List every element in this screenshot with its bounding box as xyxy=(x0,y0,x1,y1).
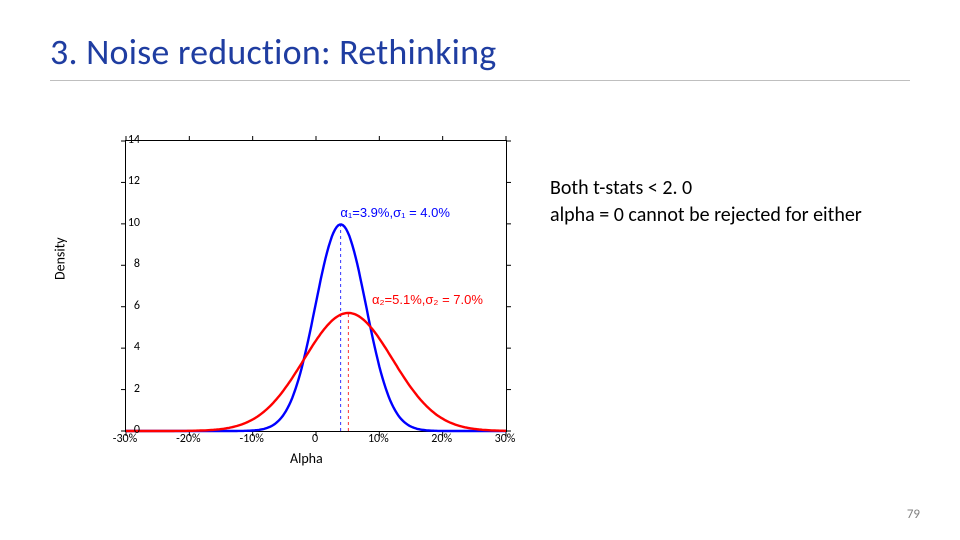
xtick-label: 20% xyxy=(431,432,452,446)
xtick-label: 10% xyxy=(368,432,389,446)
xtick-label: -10% xyxy=(239,432,263,446)
title-underline xyxy=(50,80,910,81)
xtick-label: 30% xyxy=(495,432,516,446)
curve-annotation: α₂=5.1%,σ₂ = 7.0% xyxy=(372,292,483,307)
ytick-label: 8 xyxy=(110,257,140,271)
y-axis-label: Density xyxy=(52,237,69,280)
ytick-label: 4 xyxy=(110,340,140,354)
side-caption: Both t-stats < 2. 0 alpha = 0 cannot be … xyxy=(550,175,862,229)
density-chart: Density Alpha 02468101214 -30%-20%-10%01… xyxy=(60,130,530,470)
plot-svg xyxy=(126,141,506,431)
ytick-label: 14 xyxy=(110,133,140,147)
xtick-label: -20% xyxy=(176,432,200,446)
ytick-label: 2 xyxy=(110,382,140,396)
xtick-label: -30% xyxy=(113,432,137,446)
caption-line-1: Both t-stats < 2. 0 xyxy=(550,175,862,202)
curve-annotation: α₁=3.9%,σ₁ = 4.0% xyxy=(340,205,450,220)
xtick-label: 0 xyxy=(312,432,318,446)
ytick-label: 12 xyxy=(110,174,140,188)
slide-title: 3. Noise reduction: Rethinking xyxy=(50,30,496,74)
ytick-label: 6 xyxy=(110,299,140,313)
caption-line-2: alpha = 0 cannot be rejected for either xyxy=(550,202,862,229)
ytick-label: 10 xyxy=(110,216,140,230)
page-number: 79 xyxy=(907,507,920,522)
plot-box xyxy=(125,140,507,432)
x-axis-label: Alpha xyxy=(290,450,323,467)
